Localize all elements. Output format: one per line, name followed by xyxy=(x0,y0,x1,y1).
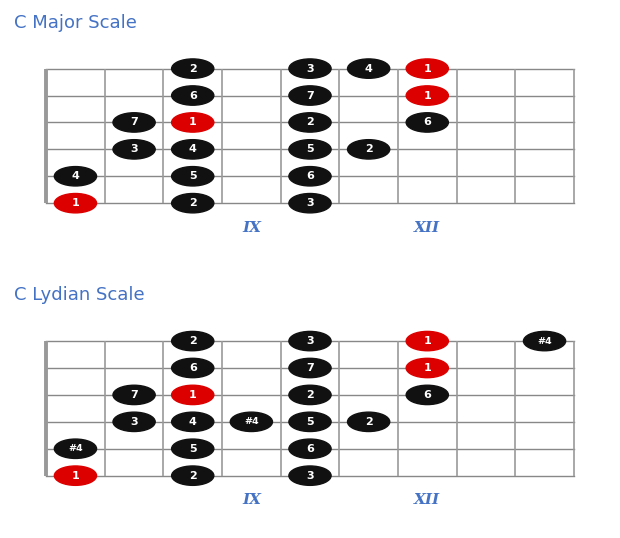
Ellipse shape xyxy=(113,113,155,132)
Ellipse shape xyxy=(406,331,448,351)
Ellipse shape xyxy=(172,358,214,378)
Ellipse shape xyxy=(113,412,155,431)
Ellipse shape xyxy=(406,86,448,105)
Ellipse shape xyxy=(55,194,97,213)
Ellipse shape xyxy=(348,140,390,159)
Text: C Lydian Scale: C Lydian Scale xyxy=(14,286,144,305)
Ellipse shape xyxy=(289,140,331,159)
Text: 3: 3 xyxy=(306,336,314,346)
Text: #4: #4 xyxy=(244,417,259,426)
Text: 2: 2 xyxy=(189,471,197,480)
Ellipse shape xyxy=(55,167,97,186)
Text: 6: 6 xyxy=(189,363,197,373)
Text: 5: 5 xyxy=(306,144,314,154)
Text: 6: 6 xyxy=(306,171,314,181)
Text: 1: 1 xyxy=(423,63,431,74)
Ellipse shape xyxy=(348,59,390,79)
Text: 3: 3 xyxy=(306,63,314,74)
Ellipse shape xyxy=(172,167,214,186)
Ellipse shape xyxy=(289,385,331,405)
Text: #4: #4 xyxy=(538,337,552,345)
Text: 2: 2 xyxy=(306,117,314,128)
Ellipse shape xyxy=(289,59,331,79)
Text: IX: IX xyxy=(242,493,261,507)
Ellipse shape xyxy=(55,439,97,458)
Text: 7: 7 xyxy=(130,390,138,400)
Text: 3: 3 xyxy=(130,144,138,154)
Text: 1: 1 xyxy=(71,198,79,208)
Text: 2: 2 xyxy=(365,144,373,154)
Ellipse shape xyxy=(289,194,331,213)
Ellipse shape xyxy=(406,113,448,132)
Text: 2: 2 xyxy=(365,417,373,427)
Ellipse shape xyxy=(172,412,214,431)
Ellipse shape xyxy=(289,466,331,485)
Ellipse shape xyxy=(113,140,155,159)
Ellipse shape xyxy=(172,385,214,405)
Ellipse shape xyxy=(172,439,214,458)
Text: C Major Scale: C Major Scale xyxy=(14,14,137,32)
Ellipse shape xyxy=(289,412,331,431)
Text: #4: #4 xyxy=(68,444,82,453)
Text: 6: 6 xyxy=(423,390,431,400)
Text: 5: 5 xyxy=(189,171,197,181)
Ellipse shape xyxy=(289,167,331,186)
Ellipse shape xyxy=(523,331,565,351)
Ellipse shape xyxy=(172,466,214,485)
Text: 6: 6 xyxy=(189,90,197,101)
Text: 4: 4 xyxy=(71,171,79,181)
Text: IX: IX xyxy=(242,221,261,235)
Text: XII: XII xyxy=(414,221,440,235)
Text: 2: 2 xyxy=(189,63,197,74)
Text: 6: 6 xyxy=(423,117,431,128)
Text: 6: 6 xyxy=(306,444,314,454)
Text: 3: 3 xyxy=(306,471,314,480)
Text: 2: 2 xyxy=(189,336,197,346)
Ellipse shape xyxy=(348,412,390,431)
Text: 1: 1 xyxy=(423,363,431,373)
Ellipse shape xyxy=(172,140,214,159)
Ellipse shape xyxy=(172,113,214,132)
Text: 1: 1 xyxy=(423,336,431,346)
Text: 2: 2 xyxy=(189,198,197,208)
Text: 7: 7 xyxy=(130,117,138,128)
Ellipse shape xyxy=(113,385,155,405)
Ellipse shape xyxy=(172,331,214,351)
Text: 2: 2 xyxy=(306,390,314,400)
Ellipse shape xyxy=(406,385,448,405)
Text: 1: 1 xyxy=(189,390,197,400)
Text: 3: 3 xyxy=(130,417,138,427)
Ellipse shape xyxy=(172,59,214,79)
Text: 1: 1 xyxy=(189,117,197,128)
Text: 5: 5 xyxy=(189,444,197,454)
Text: 7: 7 xyxy=(306,90,314,101)
Text: XII: XII xyxy=(414,493,440,507)
Text: 1: 1 xyxy=(423,90,431,101)
Ellipse shape xyxy=(289,358,331,378)
Ellipse shape xyxy=(406,59,448,79)
Ellipse shape xyxy=(289,113,331,132)
Text: 5: 5 xyxy=(306,417,314,427)
Text: 3: 3 xyxy=(306,198,314,208)
Ellipse shape xyxy=(289,86,331,105)
Text: 4: 4 xyxy=(189,417,197,427)
Ellipse shape xyxy=(406,358,448,378)
Ellipse shape xyxy=(55,466,97,485)
Text: 4: 4 xyxy=(365,63,373,74)
Ellipse shape xyxy=(172,194,214,213)
Ellipse shape xyxy=(230,412,272,431)
Ellipse shape xyxy=(289,331,331,351)
Ellipse shape xyxy=(289,439,331,458)
Text: 7: 7 xyxy=(306,363,314,373)
Text: 1: 1 xyxy=(71,471,79,480)
Ellipse shape xyxy=(172,86,214,105)
Text: 4: 4 xyxy=(189,144,197,154)
